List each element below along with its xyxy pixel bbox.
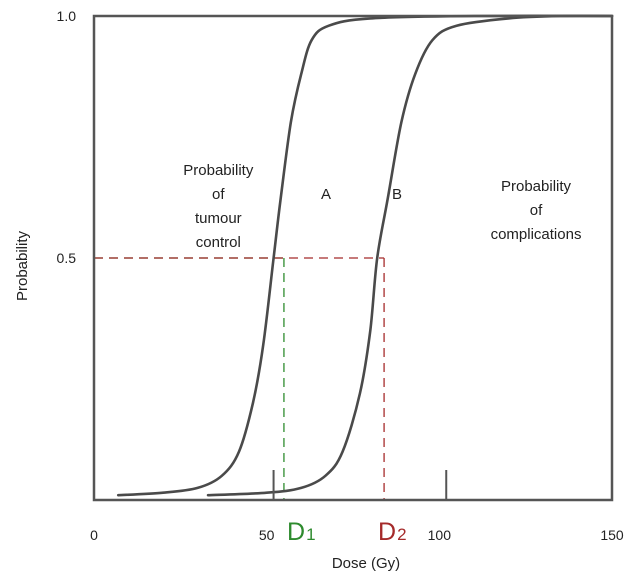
annotation-1-line-4: control [196, 234, 241, 251]
curve-a-label: A [321, 186, 331, 203]
annotation-2-line-2: of [530, 202, 543, 219]
d2-label: D2 [378, 518, 407, 546]
x-tick-label-0: 0 [90, 527, 98, 543]
annotation-1-line-1: Probability [183, 162, 254, 179]
curve-a [116, 14, 614, 497]
annotations: Probability of tumour control Probability of c… [183, 162, 581, 251]
x-tick-label-3: 150 [600, 527, 624, 543]
annotation-2-line-1: Probability [501, 178, 572, 195]
annotation-1-line-3: tumour [195, 210, 242, 227]
x-tick-label-1: 50 [259, 527, 275, 543]
y-tick-labels: 0.5 1.0 [57, 8, 77, 266]
annotation-2-line-3: complications [491, 226, 582, 243]
x-tick-label-2: 100 [428, 527, 452, 543]
y-axis-label: Probability [14, 230, 31, 301]
plot-frame [92, 14, 614, 502]
y-tick-label-0: 0.5 [57, 250, 77, 266]
x-axis-label: Dose (Gy) [332, 555, 400, 572]
annotation-1-line-2: of [212, 186, 225, 203]
curve-b [206, 14, 614, 497]
curve-b-label: B [392, 186, 402, 203]
curves [116, 14, 614, 497]
x-tick-labels: 0 50 100 150 [90, 527, 624, 543]
x-minor-ticks [272, 470, 448, 500]
d1-label: D1 [287, 518, 316, 546]
reference-lines [94, 257, 385, 500]
y-tick-label-1: 1.0 [57, 8, 77, 24]
